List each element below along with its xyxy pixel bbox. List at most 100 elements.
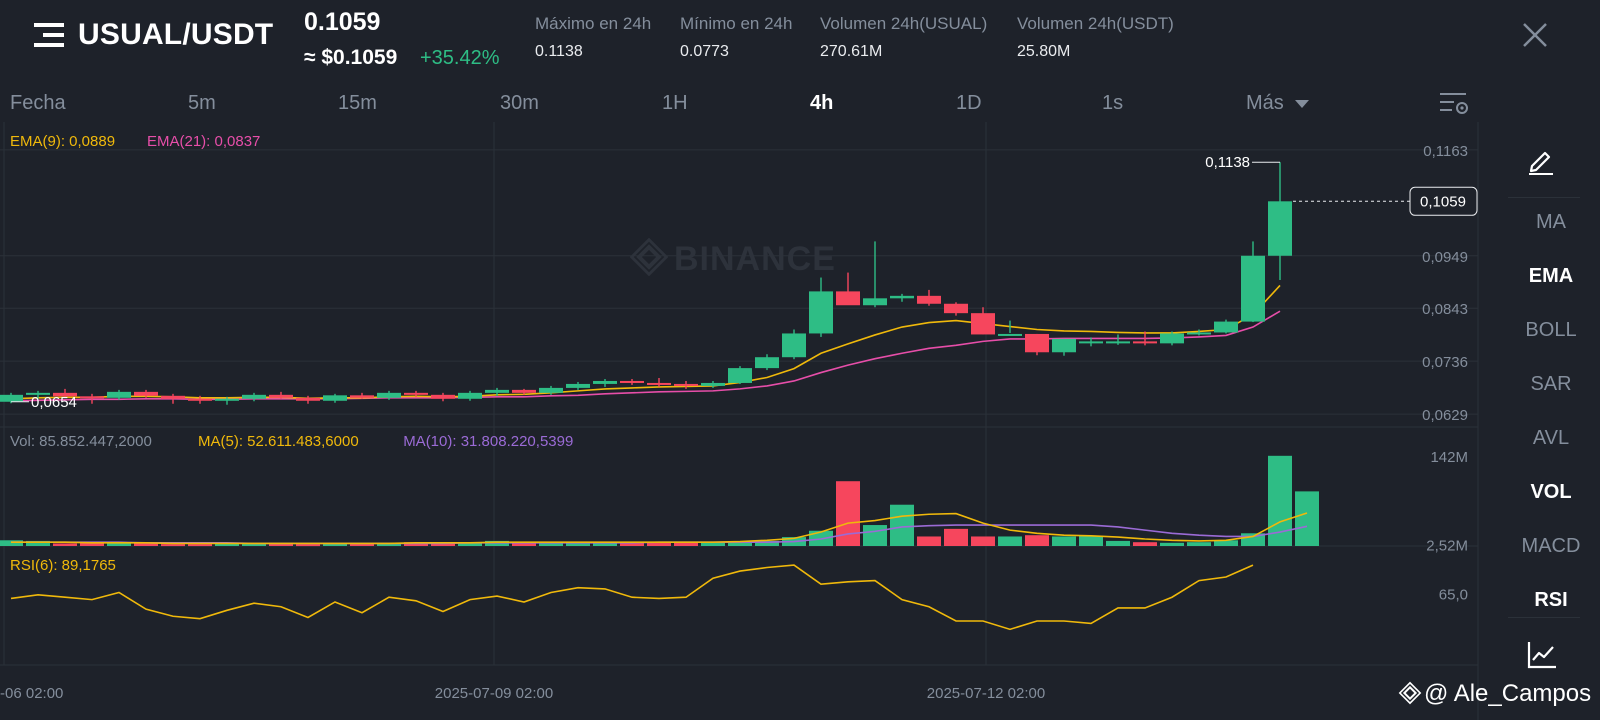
volume-bar [1187, 542, 1211, 546]
watermark-user-name: @ Ale_Campos [1424, 680, 1592, 707]
tab-fecha[interactable]: Fecha [10, 92, 66, 114]
volume-bar [1052, 536, 1076, 546]
ema9-line [10, 284, 1281, 400]
tab-5m[interactable]: 5m [188, 92, 216, 114]
candle-body [188, 398, 212, 401]
volume-bar [458, 542, 482, 546]
indicator-vol[interactable]: VOL [1530, 481, 1572, 503]
candle-body [161, 395, 185, 399]
candle-body [728, 368, 752, 383]
volume-ma10-line [11, 524, 1308, 545]
low-price-label: 0,0654 [31, 394, 77, 411]
header: USUAL/USDT 0.1059 ≈ $0.1059 +35.42% Máxi… [0, 0, 1600, 88]
volume-bar [134, 542, 158, 546]
candle-body [215, 398, 239, 401]
candle-body [134, 391, 158, 396]
indicator-ema[interactable]: EMA [1528, 265, 1574, 287]
volume-bar [998, 536, 1022, 546]
volume-bar [53, 543, 77, 546]
indicator-ma[interactable]: MA [1536, 211, 1566, 233]
candle-body [1268, 201, 1292, 256]
candle-body [755, 357, 779, 369]
volume-bar [1025, 535, 1049, 546]
volume-bar [1160, 542, 1184, 546]
volume-bar [269, 542, 293, 546]
chart-settings-icon[interactable] [1438, 90, 1470, 118]
volume-bar [350, 543, 374, 546]
tab-more-label: Más [1246, 92, 1284, 114]
volume-bar [755, 540, 779, 546]
pencil-icon[interactable] [1526, 145, 1556, 175]
watermark-brand: BINANCE [674, 240, 836, 278]
volume-bar [377, 542, 401, 546]
usd-price: ≈ $0.1059 [304, 46, 398, 69]
candle-body [269, 394, 293, 398]
menu-icon[interactable] [34, 22, 64, 48]
tab-1s[interactable]: 1s [1102, 92, 1124, 114]
main-legend-item: EMA(21): 0,0837 [147, 133, 260, 150]
volume-bar [188, 544, 212, 547]
candle-body [1052, 338, 1076, 353]
price-tick-label: 0,0736 [1422, 354, 1468, 371]
indicator-sar[interactable]: SAR [1530, 373, 1572, 395]
candle-body [863, 298, 887, 306]
volume-legend-item: MA(5): 52.611.483,6000 [198, 433, 359, 450]
tab-more-dropdown[interactable]: Más [1246, 92, 1310, 115]
binance-logo-icon [1398, 681, 1422, 705]
volume-bar [242, 543, 266, 546]
indicator-boll[interactable]: BOLL [1525, 319, 1577, 341]
main-legend-item: EMA(9): 0,0889 [10, 133, 115, 150]
candle-body [350, 395, 374, 398]
tab-1d[interactable]: 1D [956, 92, 982, 114]
candle-body [917, 295, 941, 304]
candle-body [53, 392, 77, 397]
candle-body [566, 383, 590, 388]
price-tick-label: 0,0629 [1422, 407, 1468, 424]
sidebar-divider [1508, 197, 1580, 198]
indicator-rsi[interactable]: RSI [1534, 589, 1568, 611]
indicator-sidebar: MA EMA BOLL SAR AVL VOL MACD RSI [1508, 125, 1600, 612]
volume-bar [917, 536, 941, 546]
candle-body [0, 394, 23, 402]
stat-volume-usdt: Volumen 24h(USDT) 25.80M [1017, 14, 1174, 61]
volume-bar [323, 543, 347, 546]
indicator-avl[interactable]: AVL [1532, 427, 1570, 449]
volume-bar [890, 504, 914, 546]
tab-4h[interactable]: 4h [810, 92, 834, 114]
stat-label: Mínimo en 24h [680, 14, 793, 33]
volume-bar [296, 544, 320, 547]
price-chart[interactable]: 0,1163 0,0949 0,0843 0,0736 0,0629 EMA(9): 0,… [0, 122, 1480, 720]
volume-bar [1106, 540, 1130, 546]
candle-body [26, 392, 50, 395]
volume-bar [26, 540, 50, 546]
pair-title[interactable]: USUAL/USDT [78, 18, 274, 51]
candle-body [944, 303, 968, 314]
volume-bar [944, 528, 968, 546]
indicator-chart-icon[interactable] [1526, 640, 1558, 670]
stat-label: Máximo en 24h [535, 14, 652, 33]
stat-label: Volumen 24h(USUAL) [820, 14, 988, 33]
candle-body [1241, 255, 1265, 322]
volume-tick-label: 142M [1430, 449, 1468, 466]
volume-bar [566, 542, 590, 546]
volume-bar [1295, 491, 1319, 546]
tab-1h[interactable]: 1H [662, 92, 688, 114]
close-icon[interactable] [1520, 20, 1550, 50]
stat-value: 25.80M [1017, 43, 1071, 60]
volume-bar [1214, 540, 1238, 546]
candle-body [593, 380, 617, 384]
volume-bar [647, 542, 671, 546]
sidebar-divider [1508, 617, 1580, 618]
candle-body [620, 380, 644, 383]
volume-bar [107, 543, 131, 546]
tab-15m[interactable]: 15m [338, 92, 377, 114]
price-tick-label: 0,0843 [1422, 301, 1468, 318]
rsi-legend: RSI(6): 89,1765 [10, 557, 116, 574]
candle-body [674, 383, 698, 386]
stat-low-24h: Mínimo en 24h 0.0773 [680, 14, 792, 61]
indicator-macd[interactable]: MACD [1521, 535, 1581, 557]
last-price: 0.1059 [304, 8, 381, 36]
tab-30m[interactable]: 30m [500, 92, 539, 114]
candle-body [377, 392, 401, 398]
